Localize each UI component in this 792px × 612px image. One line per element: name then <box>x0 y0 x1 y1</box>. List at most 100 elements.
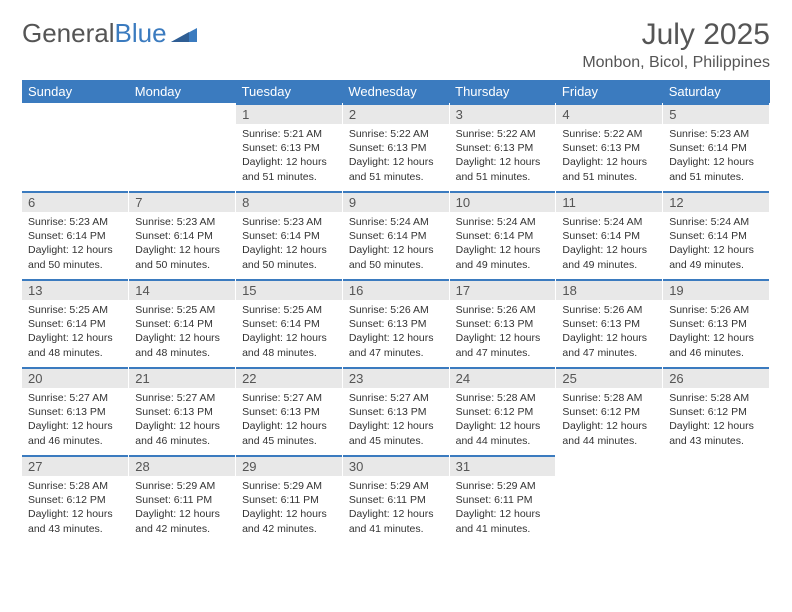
sunrise-text: Sunrise: 5:24 AM <box>562 215 656 229</box>
brand-logo: GeneralBlue <box>22 18 197 49</box>
calendar-day-cell: 30Sunrise: 5:29 AMSunset: 6:11 PMDayligh… <box>342 455 449 543</box>
day-number: 7 <box>129 191 235 212</box>
calendar-empty-cell <box>663 455 770 543</box>
day-number: 3 <box>450 103 556 124</box>
calendar-day-cell: 9Sunrise: 5:24 AMSunset: 6:14 PMDaylight… <box>342 191 449 279</box>
day-content: Sunrise: 5:28 AMSunset: 6:12 PMDaylight:… <box>556 388 662 454</box>
calendar-empty-cell <box>22 103 129 191</box>
day-content: Sunrise: 5:27 AMSunset: 6:13 PMDaylight:… <box>343 388 449 454</box>
sunset-text: Sunset: 6:13 PM <box>349 405 443 419</box>
sunrise-text: Sunrise: 5:22 AM <box>562 127 656 141</box>
sunrise-text: Sunrise: 5:24 AM <box>669 215 763 229</box>
month-title: July 2025 <box>582 18 770 52</box>
daylight-text: Daylight: 12 hours and 49 minutes. <box>669 243 763 271</box>
sunrise-text: Sunrise: 5:25 AM <box>242 303 336 317</box>
day-number: 16 <box>343 279 449 300</box>
day-number: 26 <box>663 367 769 388</box>
day-number: 20 <box>22 367 128 388</box>
day-number: 5 <box>663 103 769 124</box>
daylight-text: Daylight: 12 hours and 50 minutes. <box>28 243 122 271</box>
calendar-day-cell: 16Sunrise: 5:26 AMSunset: 6:13 PMDayligh… <box>342 279 449 367</box>
day-content: Sunrise: 5:22 AMSunset: 6:13 PMDaylight:… <box>556 124 662 190</box>
day-content: Sunrise: 5:23 AMSunset: 6:14 PMDaylight:… <box>663 124 769 190</box>
weekday-header: Friday <box>556 80 663 103</box>
daylight-text: Daylight: 12 hours and 41 minutes. <box>456 507 550 535</box>
daylight-text: Daylight: 12 hours and 43 minutes. <box>28 507 122 535</box>
day-number: 19 <box>663 279 769 300</box>
sunset-text: Sunset: 6:14 PM <box>669 141 763 155</box>
calendar-day-cell: 22Sunrise: 5:27 AMSunset: 6:13 PMDayligh… <box>236 367 343 455</box>
calendar-day-cell: 11Sunrise: 5:24 AMSunset: 6:14 PMDayligh… <box>556 191 663 279</box>
sunset-text: Sunset: 6:14 PM <box>28 317 122 331</box>
daylight-text: Daylight: 12 hours and 46 minutes. <box>28 419 122 447</box>
calendar-table: SundayMondayTuesdayWednesdayThursdayFrid… <box>22 80 770 543</box>
daylight-text: Daylight: 12 hours and 49 minutes. <box>456 243 550 271</box>
day-content: Sunrise: 5:28 AMSunset: 6:12 PMDaylight:… <box>22 476 128 542</box>
day-number: 25 <box>556 367 662 388</box>
sunset-text: Sunset: 6:13 PM <box>349 317 443 331</box>
sunset-text: Sunset: 6:14 PM <box>135 317 229 331</box>
day-number: 11 <box>556 191 662 212</box>
day-number: 14 <box>129 279 235 300</box>
day-content: Sunrise: 5:29 AMSunset: 6:11 PMDaylight:… <box>129 476 235 542</box>
calendar-day-cell: 13Sunrise: 5:25 AMSunset: 6:14 PMDayligh… <box>22 279 129 367</box>
calendar-day-cell: 7Sunrise: 5:23 AMSunset: 6:14 PMDaylight… <box>129 191 236 279</box>
sunrise-text: Sunrise: 5:22 AM <box>456 127 550 141</box>
day-number: 22 <box>236 367 342 388</box>
day-number: 28 <box>129 455 235 476</box>
calendar-day-cell: 26Sunrise: 5:28 AMSunset: 6:12 PMDayligh… <box>663 367 770 455</box>
calendar-day-cell: 23Sunrise: 5:27 AMSunset: 6:13 PMDayligh… <box>342 367 449 455</box>
sunrise-text: Sunrise: 5:28 AM <box>562 391 656 405</box>
calendar-day-cell: 20Sunrise: 5:27 AMSunset: 6:13 PMDayligh… <box>22 367 129 455</box>
calendar-empty-cell <box>556 455 663 543</box>
calendar-day-cell: 27Sunrise: 5:28 AMSunset: 6:12 PMDayligh… <box>22 455 129 543</box>
sunset-text: Sunset: 6:14 PM <box>242 229 336 243</box>
daylight-text: Daylight: 12 hours and 47 minutes. <box>456 331 550 359</box>
daylight-text: Daylight: 12 hours and 50 minutes. <box>135 243 229 271</box>
daylight-text: Daylight: 12 hours and 43 minutes. <box>669 419 763 447</box>
daylight-text: Daylight: 12 hours and 51 minutes. <box>562 155 656 183</box>
daylight-text: Daylight: 12 hours and 42 minutes. <box>242 507 336 535</box>
daylight-text: Daylight: 12 hours and 48 minutes. <box>28 331 122 359</box>
day-number: 31 <box>450 455 556 476</box>
sunrise-text: Sunrise: 5:29 AM <box>135 479 229 493</box>
day-content: Sunrise: 5:29 AMSunset: 6:11 PMDaylight:… <box>236 476 342 542</box>
calendar-day-cell: 17Sunrise: 5:26 AMSunset: 6:13 PMDayligh… <box>449 279 556 367</box>
day-number: 10 <box>450 191 556 212</box>
calendar-day-cell: 21Sunrise: 5:27 AMSunset: 6:13 PMDayligh… <box>129 367 236 455</box>
day-content: Sunrise: 5:26 AMSunset: 6:13 PMDaylight:… <box>450 300 556 366</box>
sunset-text: Sunset: 6:13 PM <box>28 405 122 419</box>
day-content: Sunrise: 5:25 AMSunset: 6:14 PMDaylight:… <box>129 300 235 366</box>
sunrise-text: Sunrise: 5:23 AM <box>242 215 336 229</box>
day-number: 8 <box>236 191 342 212</box>
day-number: 24 <box>450 367 556 388</box>
weekday-header: Thursday <box>449 80 556 103</box>
brand-triangle-icon <box>171 18 197 49</box>
daylight-text: Daylight: 12 hours and 45 minutes. <box>349 419 443 447</box>
day-content: Sunrise: 5:24 AMSunset: 6:14 PMDaylight:… <box>450 212 556 278</box>
day-content: Sunrise: 5:24 AMSunset: 6:14 PMDaylight:… <box>343 212 449 278</box>
sunset-text: Sunset: 6:13 PM <box>456 141 550 155</box>
calendar-week-row: 27Sunrise: 5:28 AMSunset: 6:12 PMDayligh… <box>22 455 770 543</box>
daylight-text: Daylight: 12 hours and 42 minutes. <box>135 507 229 535</box>
day-number: 21 <box>129 367 235 388</box>
sunrise-text: Sunrise: 5:23 AM <box>135 215 229 229</box>
calendar-day-cell: 24Sunrise: 5:28 AMSunset: 6:12 PMDayligh… <box>449 367 556 455</box>
day-content: Sunrise: 5:26 AMSunset: 6:13 PMDaylight:… <box>556 300 662 366</box>
location-text: Monbon, Bicol, Philippines <box>582 54 770 72</box>
sunset-text: Sunset: 6:13 PM <box>349 141 443 155</box>
calendar-day-cell: 29Sunrise: 5:29 AMSunset: 6:11 PMDayligh… <box>236 455 343 543</box>
sunrise-text: Sunrise: 5:28 AM <box>28 479 122 493</box>
sunrise-text: Sunrise: 5:21 AM <box>242 127 336 141</box>
day-content: Sunrise: 5:24 AMSunset: 6:14 PMDaylight:… <box>663 212 769 278</box>
calendar-day-cell: 12Sunrise: 5:24 AMSunset: 6:14 PMDayligh… <box>663 191 770 279</box>
brand-text-1: General <box>22 18 115 49</box>
day-content: Sunrise: 5:28 AMSunset: 6:12 PMDaylight:… <box>663 388 769 454</box>
calendar-day-cell: 18Sunrise: 5:26 AMSunset: 6:13 PMDayligh… <box>556 279 663 367</box>
day-number: 6 <box>22 191 128 212</box>
brand-text-2: Blue <box>115 18 167 49</box>
calendar-day-cell: 25Sunrise: 5:28 AMSunset: 6:12 PMDayligh… <box>556 367 663 455</box>
sunrise-text: Sunrise: 5:27 AM <box>349 391 443 405</box>
day-content: Sunrise: 5:27 AMSunset: 6:13 PMDaylight:… <box>22 388 128 454</box>
sunset-text: Sunset: 6:14 PM <box>242 317 336 331</box>
